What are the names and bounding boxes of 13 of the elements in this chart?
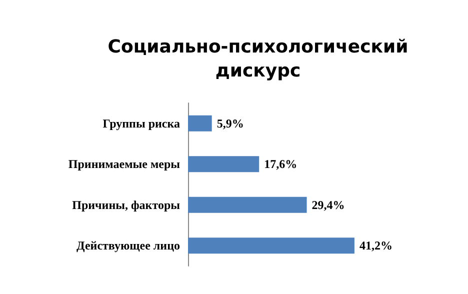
y-tick-label: Принимаемые меры bbox=[68, 157, 181, 172]
data-label: 41,2% bbox=[359, 238, 392, 253]
y-tick-label: Действующее лицо bbox=[76, 238, 180, 253]
bar bbox=[188, 156, 260, 172]
data-label: 17,6% bbox=[264, 157, 298, 172]
bar bbox=[188, 196, 307, 213]
bar bbox=[188, 115, 212, 132]
data-label: 29,4% bbox=[312, 198, 345, 212]
data-label: 5,9% bbox=[216, 116, 244, 130]
bar bbox=[188, 238, 354, 254]
y-tick-label: Причины, факторы bbox=[72, 198, 181, 212]
y-tick-label: Группы риска bbox=[102, 116, 180, 130]
chart-title: Социально-психологический дискурс bbox=[108, 36, 408, 82]
